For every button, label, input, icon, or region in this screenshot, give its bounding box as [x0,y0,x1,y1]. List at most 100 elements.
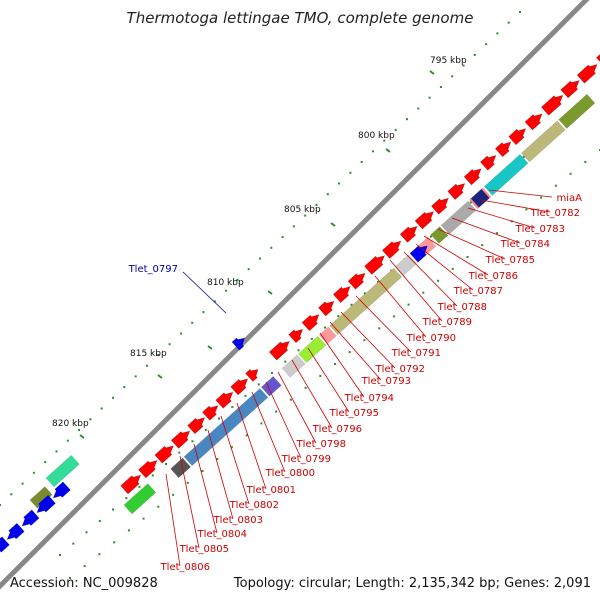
gene-label: Tlet_0791 [391,348,441,359]
tick-dot [485,43,488,46]
gene-label: Tlet_0783 [515,224,565,235]
gene-arrow-reverse [21,509,40,527]
gene-arrow-forward [494,141,512,158]
tick-dot [72,542,75,545]
accession-text: Accession: NC_009828 [10,576,158,591]
tick-dot [406,118,408,121]
gene-arrow-forward [479,154,497,171]
major-tick [429,70,435,75]
tick-dot [85,531,88,534]
tick-dot [127,529,130,532]
leader-line [165,473,181,567]
leader-line [251,391,286,473]
gene-arrow-forward [560,80,580,99]
gene-arrow-reverse [6,522,25,540]
gene-block [29,486,53,509]
tick-dot [422,291,425,294]
leader-line [415,243,474,291]
tick-dot [168,343,171,346]
gene-label: Tlet_0792 [375,364,425,375]
leader-line [236,402,267,490]
tick-dot [100,407,103,410]
tick-dot [157,354,160,356]
leader-line [340,311,396,369]
tick-dot [78,429,81,431]
tick-dot [236,278,239,281]
tick-dot [525,208,528,211]
gene-arrow-forward [414,211,435,230]
gene-arrow-reverse [0,536,10,553]
tick-dot [350,303,353,306]
tick-dot [138,485,141,488]
gene-block [430,226,449,244]
tick-dot [348,351,351,354]
gene-block [170,457,191,479]
tick-dot [275,410,278,413]
tick-dot [218,417,220,420]
leader-line [277,371,317,444]
tick-dot [462,64,465,67]
tick-dot [451,75,454,78]
gene-label: Tlet_0801 [246,485,296,496]
tick-dot [394,128,397,131]
kbp-label: 810 kbp [207,278,244,288]
tick-dot [349,171,352,174]
gene-arrow-forward [399,225,418,243]
gene-block [123,483,157,515]
tick-dot [437,279,440,282]
tick-dot [473,53,476,56]
tick-dot [191,440,194,443]
gene-arrow-forward [524,113,543,131]
tick-dot [59,554,61,556]
leader-line [389,259,443,322]
major-tick [330,222,336,227]
gene-arrow-forward [201,405,219,421]
kbp-label: 815 kbp [130,349,167,359]
leader-line [480,199,551,213]
gene-arrow-forward [301,314,320,332]
gene-label-layer: miaA Tlet_0782 Tlet_0783 Tlet_0784 Tlet_0785… [128,193,583,573]
gene-arrow-forward [595,53,600,63]
tick-dot [554,184,557,187]
gene-block [183,388,269,466]
tick-dot [213,300,216,303]
leader-line [488,189,553,198]
tick-dot [428,96,431,99]
tick-dot [439,86,442,88]
tick-dot [165,463,167,465]
leader-line [207,429,234,520]
kbp-label: 800 kbp [358,131,395,141]
gene-block [281,354,306,378]
kbp-label: 805 kbp [284,205,321,215]
tick-dot [326,193,329,196]
tick-dot [257,383,260,386]
tick-dot [112,508,114,511]
gene-arrow-reverse [52,481,71,499]
tick-dot [270,246,273,249]
tick-dot [202,311,205,314]
gene-arrow-forward [540,94,564,116]
gene-block [483,154,529,196]
gene-arrow-forward [463,168,482,186]
leader-line [319,332,365,398]
tick-dot [304,214,307,217]
tick-dot [66,439,69,442]
tick-dot [113,541,116,544]
gene-arrow-forward [317,300,335,317]
gene-arrow-forward [364,255,386,275]
leader-line [467,207,536,229]
gene-arrow-forward [245,368,259,382]
tick-dot [584,160,587,163]
gene-label: Tlet_0802 [229,500,279,511]
gene-label: Tlet_0785 [485,255,535,266]
tick-dot [89,418,92,421]
major-tick [385,148,391,153]
gene-block [470,188,490,208]
tick-dot [230,446,233,449]
map-title: Thermotoga lettingae TMO, complete genom… [127,9,474,27]
tick-dot [334,363,336,365]
tick-dot [32,471,35,474]
leader-line [403,251,458,307]
tick-dot [383,139,386,142]
gene-label: Tlet_0796 [312,424,362,435]
